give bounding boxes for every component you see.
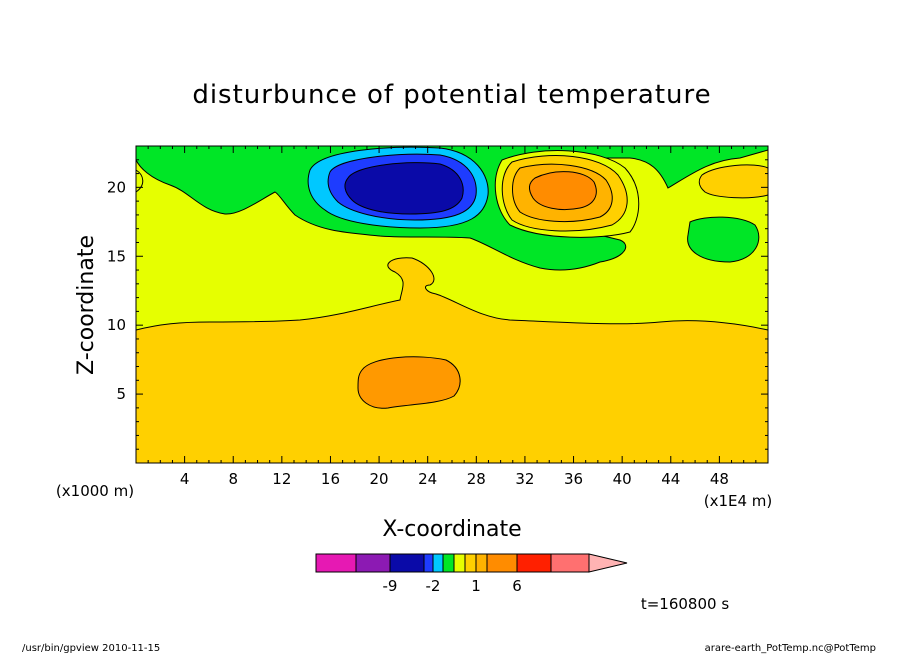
colorbar-box <box>475 553 488 573</box>
x-tick-label: 36 <box>564 470 583 488</box>
colorbar-box <box>453 553 466 573</box>
x-axis-ticks: 4 8 12 16 20 24 28 32 36 40 44 48 <box>135 146 769 488</box>
colorbar-box <box>464 553 477 573</box>
colorbar-box <box>442 553 455 573</box>
x-axis-label: X-coordinate <box>382 517 521 542</box>
x-tick-label: 12 <box>272 470 291 488</box>
orange-patch-right <box>698 164 769 199</box>
x-unit-right: (x1E4 m) <box>704 492 773 510</box>
colorbar-box <box>315 553 357 573</box>
y-axis-label: Z-coordinate <box>74 235 99 375</box>
colorbar-tick-label: -2 <box>426 577 441 595</box>
colorbar-labels: -9 -2 1 6 <box>383 577 522 595</box>
colorbar-box <box>389 553 425 573</box>
colorbar <box>315 553 628 573</box>
colorbar-box <box>486 553 518 573</box>
y-tick-label: 10 <box>107 316 126 334</box>
x-tick-label: 16 <box>321 470 340 488</box>
x-tick-label: 48 <box>710 470 729 488</box>
orange-core <box>529 171 597 211</box>
colorbar-box <box>516 553 552 573</box>
x-tick-label: 28 <box>467 470 486 488</box>
footer-right: arare-earth_PotTemp.nc@PotTemp <box>705 643 876 654</box>
x-tick-label: 4 <box>180 470 190 488</box>
lower-warm-bubble <box>357 356 461 409</box>
colorbar-extend-arrow <box>588 553 628 573</box>
footer-left: /usr/bin/gpview 2010-11-15 <box>22 643 160 654</box>
y-axis-ticks: 5 10 15 20 <box>107 145 768 464</box>
green-patch-right <box>687 216 760 263</box>
x-unit-left: (x1000 m) <box>56 482 134 500</box>
x-tick-label: 8 <box>228 470 238 488</box>
y-tick-label: 5 <box>116 385 126 403</box>
colorbar-tick-label: -9 <box>383 577 398 595</box>
colorbar-box <box>423 553 434 573</box>
navy-core <box>344 162 464 215</box>
y-tick-label: 20 <box>107 178 126 196</box>
time-annotation: t=160800 s <box>641 595 729 613</box>
x-tick-label: 20 <box>370 470 389 488</box>
left-edge-contour <box>135 169 144 193</box>
colorbar-box <box>355 553 391 573</box>
x-tick-label: 32 <box>515 470 534 488</box>
colorbar-tick-label: 1 <box>471 577 481 595</box>
x-tick-label: 24 <box>418 470 437 488</box>
colorbar-box <box>550 553 590 573</box>
colorbar-tick-label: 6 <box>512 577 522 595</box>
plot-area <box>135 145 769 464</box>
y-tick-label: 15 <box>107 247 126 265</box>
colorbar-box <box>432 553 444 573</box>
x-tick-label: 44 <box>661 470 680 488</box>
x-tick-label: 40 <box>613 470 632 488</box>
chart-title: disturbunce of potential temperature <box>192 80 711 110</box>
